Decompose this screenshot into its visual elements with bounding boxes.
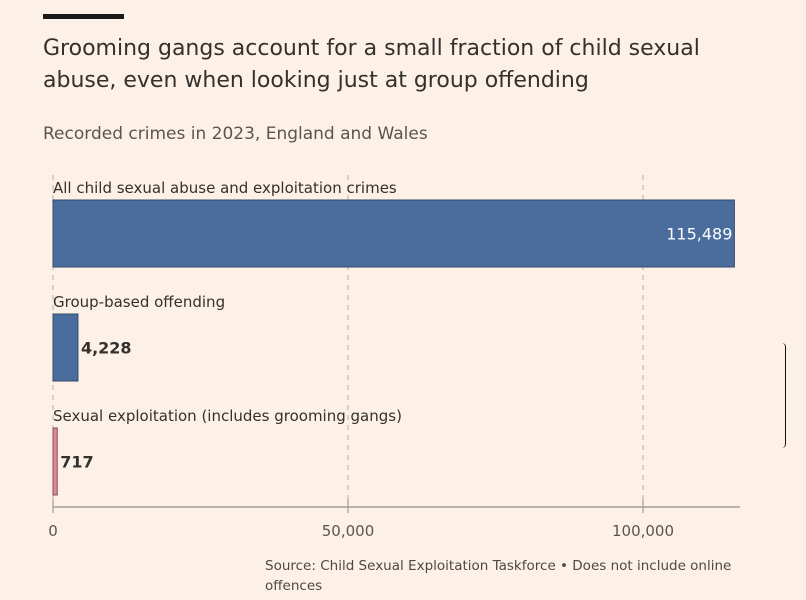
bar — [52, 313, 79, 382]
value-label: 115,489 — [666, 225, 732, 244]
category-label: Sexual exploitation (includes grooming g… — [53, 407, 402, 425]
value-label: 717 — [60, 453, 93, 472]
category-label: Group-based offending — [53, 293, 225, 311]
x-tick-label: 50,000 — [322, 522, 375, 540]
source-note: Source: Child Sexual Exploitation Taskfo… — [265, 558, 732, 594]
x-tick-label: 0 — [48, 522, 58, 540]
bar — [52, 427, 58, 496]
value-label: 4,228 — [81, 339, 132, 358]
chart-title: Grooming gangs account for a small fract… — [43, 36, 700, 93]
category-label: All child sexual abuse and exploitation … — [53, 179, 397, 197]
pen-mark — [782, 343, 786, 448]
bar — [52, 199, 735, 268]
x-tick-label: 100,000 — [612, 522, 674, 540]
chart-subtitle: Recorded crimes in 2023, England and Wal… — [43, 124, 428, 144]
ft-top-bar — [43, 14, 124, 19]
